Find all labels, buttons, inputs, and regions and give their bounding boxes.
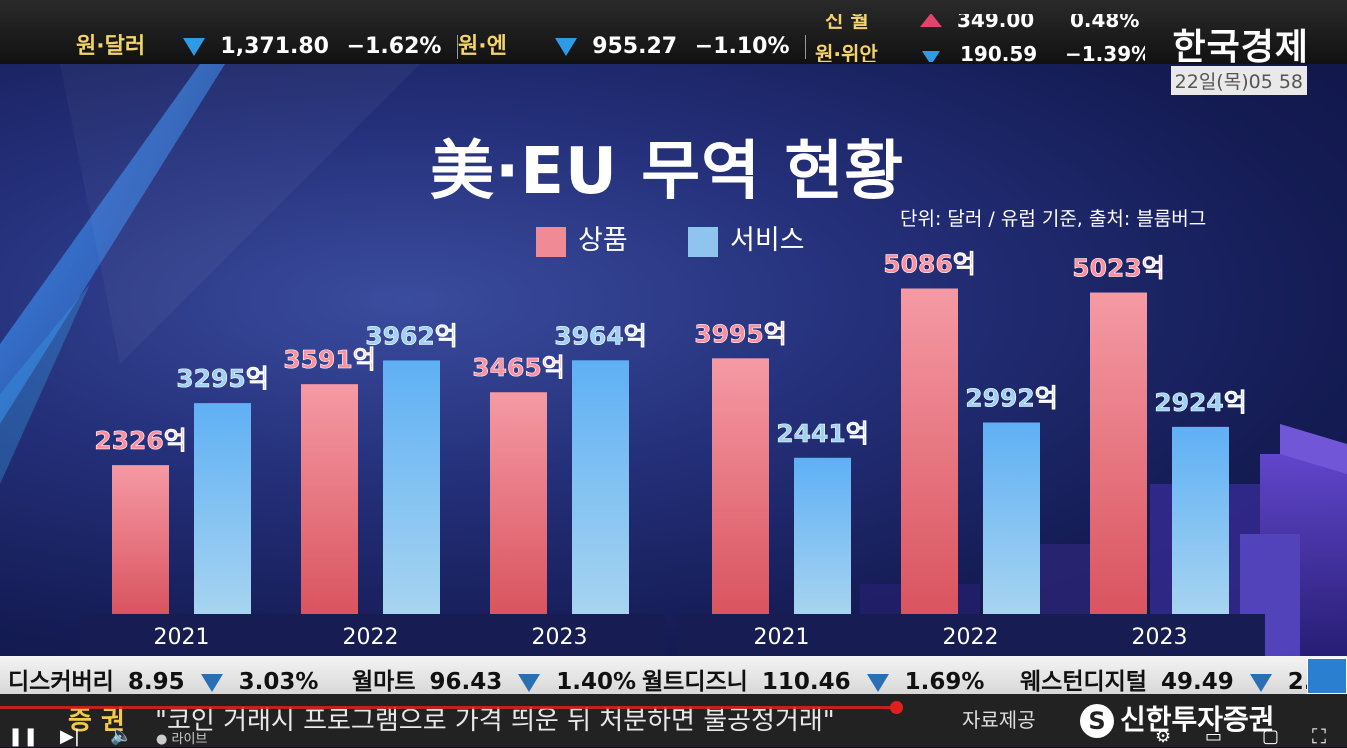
- divider: [805, 35, 807, 59]
- stock-name: 웨스턴디지털: [1020, 669, 1147, 695]
- stock-value: 8.95: [127, 669, 185, 695]
- legend-swatch-services: [688, 226, 718, 257]
- ticker-krw-usd: 원·달러 1,371.80 −1.62%: [76, 28, 459, 60]
- ticker-name: 원·엔: [458, 34, 507, 59]
- unit-note: 단위: 달러 / 유럽 기준, 출처: 블룸버그: [900, 208, 1207, 230]
- progress-scrubber[interactable]: [890, 701, 903, 714]
- channel-mini-logo: [1307, 658, 1347, 694]
- next-icon[interactable]: ▶|: [60, 726, 80, 747]
- ticker-change: −1.39%: [1065, 42, 1145, 62]
- legend-label: 상품: [578, 225, 628, 256]
- stock-change: 3.03%: [238, 669, 319, 695]
- settings-icon[interactable]: ⚙: [1155, 726, 1172, 747]
- down-arrow-icon: [182, 38, 205, 56]
- ticker-change: −1.10%: [694, 34, 790, 59]
- divider: [457, 35, 459, 59]
- sponsor-logo: S 신한투자증권: [1080, 698, 1275, 738]
- ticker-value: 955.27: [592, 34, 678, 59]
- pause-icon[interactable]: ❚❚: [8, 726, 39, 747]
- stock-change: 1.40%: [556, 669, 637, 695]
- stock-item: 디스커버리 8.95 3.03%: [8, 662, 318, 696]
- down-arrow-icon: [866, 673, 889, 692]
- legend-item-services: 서비스: [688, 218, 805, 257]
- chart-title: 美·EU 무역 현황: [430, 135, 905, 209]
- news-bar: 증 권 "코인 거래시 프로그램으로 가격 띄운 뒤 처분하면 불공정거래" 자…: [0, 694, 1347, 748]
- ticker-change: 0.48%: [1070, 14, 1140, 32]
- ticker-value: 1,371.80: [220, 34, 329, 59]
- theater-icon[interactable]: ▢: [1262, 726, 1280, 747]
- live-label: 라이브: [171, 732, 208, 747]
- ticker-value: 349.00: [957, 14, 1035, 32]
- up-arrow-icon: [920, 14, 942, 32]
- bottom-stock-ticker: 디스커버리 8.95 3.03% 월마트 96.43 1.40% 월트디즈니 1…: [0, 656, 1347, 696]
- down-arrow-icon: [200, 673, 223, 692]
- sponsor-name: 신한투자증권: [1120, 703, 1275, 736]
- progress-bar[interactable]: [0, 706, 900, 709]
- stock-item: 월트디즈니 110.46 1.69%: [642, 662, 984, 696]
- down-arrow-icon: [554, 38, 577, 56]
- news-section: 증 권: [68, 706, 125, 736]
- stock-value: 49.49: [1160, 669, 1234, 695]
- down-arrow-icon: [922, 44, 940, 62]
- ticker-value: 190.59: [960, 42, 1038, 62]
- broadcast-clock: 22일(목)05 58: [1170, 66, 1307, 95]
- stock-value: 110.46: [761, 669, 851, 695]
- live-indicator: ● 라이브: [156, 732, 208, 747]
- stock-name: 디스커버리: [8, 669, 114, 695]
- stock-value: 96.43: [429, 669, 503, 695]
- ticker-change: −1.62%: [346, 34, 442, 59]
- legend-label: 서비스: [730, 225, 805, 256]
- stock-name: 월트디즈니: [642, 669, 748, 695]
- sponsor-icon: S: [1080, 704, 1114, 738]
- ticker-name: 신 월: [825, 14, 869, 32]
- news-headline: "코인 거래시 프로그램으로 가격 띄운 뒤 처분하면 불공정거래": [155, 706, 835, 736]
- fullscreen-icon[interactable]: ⛶: [1312, 724, 1326, 748]
- legend-swatch-goods: [536, 226, 566, 257]
- ticker-name: 원·위안: [815, 42, 878, 62]
- ticker-name: 원·달러: [76, 34, 146, 59]
- volume-icon[interactable]: 🔈: [110, 725, 133, 746]
- miniplayer-icon[interactable]: ▭: [1205, 726, 1223, 747]
- top-ticker-bar: 원·달러 1,371.80 −1.62% 원·엔 955.27 −1.10% 신…: [0, 0, 1347, 68]
- down-arrow-icon: [518, 673, 541, 692]
- stock-name: 월마트: [352, 669, 416, 695]
- stock-item: 웨스턴디지털 49.49 2.2: [1020, 662, 1320, 696]
- down-arrow-icon: [1249, 673, 1272, 692]
- source-label: 자료제공: [962, 708, 1036, 732]
- legend-item-goods: 상품: [536, 218, 628, 257]
- ticker-scrolling: 신 월 349.00 0.48% 원·위안 190.59 −1.39%: [815, 14, 1145, 62]
- stock-item: 월마트 96.43 1.40%: [352, 662, 636, 696]
- channel-logo: 한국경제: [1172, 27, 1309, 68]
- stock-change: 1.69%: [904, 669, 985, 695]
- ticker-krw-jpy: 원·엔 955.27 −1.10%: [458, 28, 807, 60]
